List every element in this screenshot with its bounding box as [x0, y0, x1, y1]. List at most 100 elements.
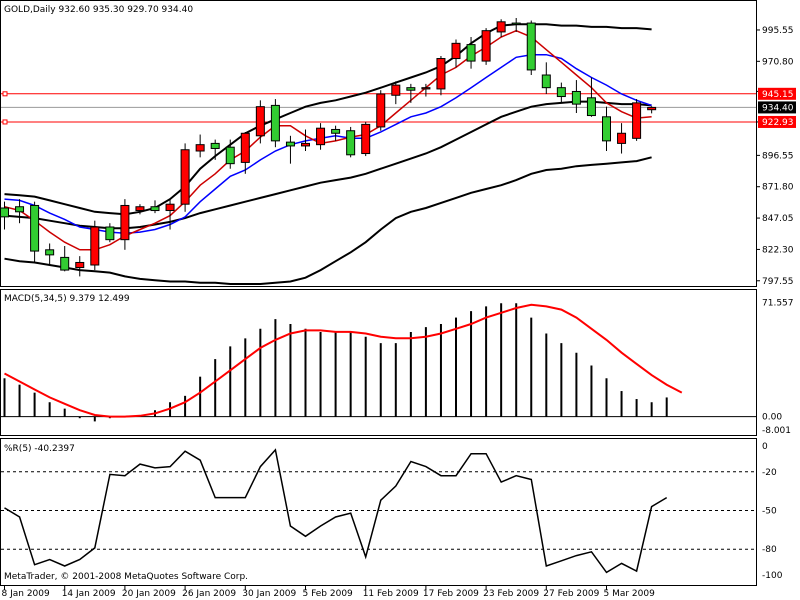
candle-body — [316, 127, 326, 146]
time-tick-label: 11 Feb 2009 — [363, 589, 419, 599]
candle — [526, 20, 536, 75]
candle — [316, 123, 326, 150]
candle-body — [632, 102, 642, 139]
price-tick-label: 970.80 — [762, 57, 794, 67]
price-candles — [0, 18, 657, 277]
candle — [0, 201, 9, 230]
candle — [451, 39, 461, 68]
candle — [421, 83, 431, 97]
wpr-line — [1, 448, 756, 574]
candle-body — [150, 206, 160, 212]
candle-body — [481, 30, 491, 62]
wpr-title: %R(5) -40.2397 — [4, 444, 75, 454]
candle — [90, 220, 100, 271]
macd-tick-label: 71.557 — [762, 298, 794, 308]
candle — [511, 18, 521, 32]
time-tick-label: 5 Mar 2009 — [604, 589, 656, 599]
time-tick-label: 26 Jan 2009 — [182, 589, 236, 599]
price-tick-label: 896.55 — [762, 151, 794, 161]
candle — [75, 256, 85, 277]
hline-label-0: 945.15 — [762, 90, 794, 100]
candle-body — [0, 207, 9, 218]
hline-label-1: 922.93 — [762, 118, 794, 128]
macd-histogram — [1, 303, 756, 422]
candle-body — [240, 132, 250, 163]
candle-body — [571, 90, 581, 105]
wpr-panel[interactable] — [0, 438, 757, 586]
current-price-label: 934.40 — [762, 103, 794, 113]
hline-label-bg-0 — [758, 87, 796, 100]
candle-body — [180, 149, 190, 205]
candle-body — [60, 256, 70, 271]
candle — [466, 37, 476, 69]
candle-body — [511, 22, 521, 25]
band_upper-line — [4, 23, 652, 216]
candle-body — [75, 261, 85, 269]
price-axis: 995.55970.80947.05922.93896.55871.80847.… — [756, 26, 796, 287]
candle — [556, 82, 566, 103]
time-tick-label: 23 Feb 2009 — [483, 589, 539, 599]
candle — [376, 90, 386, 131]
macd-signal-line — [4, 303, 683, 418]
candle — [361, 121, 371, 157]
copyright-text: MetaTrader, © 2001-2008 MetaQuotes Softw… — [4, 572, 248, 582]
candle-body — [210, 142, 220, 149]
time-tick-label: 17 Feb 2009 — [423, 589, 479, 599]
candle-body — [346, 130, 356, 156]
time-tick-label: 27 Feb 2009 — [543, 589, 599, 599]
wpr-line-path — [4, 448, 668, 574]
time-tick-label: 20 Jan 2009 — [122, 589, 176, 599]
candle — [15, 199, 25, 224]
candle-body — [556, 87, 566, 98]
macd-axis: 71.557 0.00 -8.001 — [762, 298, 794, 436]
candle-body — [105, 226, 115, 241]
candle-body — [331, 128, 341, 134]
price-tick-label: 822.30 — [762, 245, 794, 255]
candle — [406, 83, 416, 103]
hline-handle-0 — [2, 91, 8, 97]
time-axis: 8 Jan 2009 14 Jan 2009 20 Jan 2009 26 Jan 2… — [2, 586, 656, 599]
macd-panel[interactable] — [0, 289, 757, 436]
time-tick-label: 14 Jan 2009 — [62, 589, 116, 599]
candle-body — [225, 146, 235, 165]
candle — [135, 204, 145, 215]
candle-body — [406, 87, 416, 91]
price-tick-label: 871.80 — [762, 183, 794, 193]
hline-handle-1 — [2, 119, 8, 125]
candle — [632, 99, 642, 141]
candle — [602, 106, 611, 151]
candle — [571, 80, 581, 113]
price-panel[interactable] — [0, 0, 757, 287]
candle-body — [586, 97, 596, 117]
candle-body — [391, 84, 401, 96]
wpr-tick-label: 0 — [762, 442, 768, 452]
wpr-tick-label: -80 — [762, 545, 777, 555]
candle — [45, 243, 55, 265]
candle-body — [90, 226, 100, 266]
price-tick-label: 847.05 — [762, 214, 794, 224]
candle — [481, 28, 491, 65]
candle-body — [30, 204, 40, 252]
candle — [60, 246, 70, 272]
wpr-axis: 0 -20 -50 -80 -100 — [762, 442, 783, 581]
candle-body — [451, 42, 461, 60]
candle-body — [526, 22, 536, 71]
candle-body — [255, 106, 265, 137]
candle — [150, 200, 160, 214]
candle-body — [361, 123, 371, 155]
macd-tick-label: 0.00 — [762, 413, 782, 423]
candle-body — [602, 116, 611, 142]
candle-body — [270, 104, 280, 142]
candle — [586, 77, 596, 117]
candle-body — [436, 58, 446, 90]
candle — [346, 126, 356, 158]
candle — [225, 139, 235, 169]
candle — [30, 201, 40, 263]
current-price-label-bg — [758, 101, 796, 114]
hline-label-bg-1 — [758, 115, 796, 128]
candle-body — [541, 74, 551, 89]
candle — [496, 19, 506, 37]
time-tick-label: 8 Jan 2009 — [2, 589, 50, 599]
